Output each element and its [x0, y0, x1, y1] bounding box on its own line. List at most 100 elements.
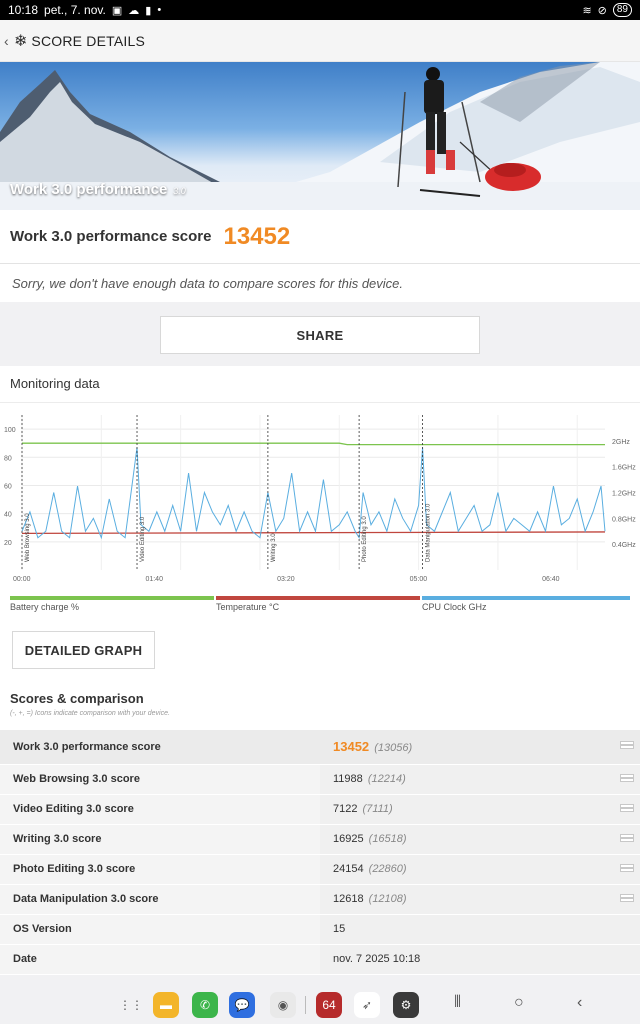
- legend-temperature: Temperature °C: [216, 596, 420, 616]
- legend-cpu: CPU Clock GHz: [422, 596, 630, 616]
- home-icon[interactable]: ○: [514, 994, 524, 1011]
- back-icon[interactable]: ‹: [4, 32, 9, 49]
- score-row-value-cell: 11988 (12214): [320, 764, 600, 795]
- score-row-value: 13452: [333, 739, 370, 755]
- navigation-bar: ⦀ ○ ‹ ⋮⋮ ▬ ✆ 💬 ◉ 64 ➶ ⚙: [0, 984, 640, 1024]
- score-row-value-cell: 15: [320, 914, 600, 945]
- score-row: Data Manipulation 3.0 score 12618 (12108): [0, 884, 640, 915]
- dot-icon: •: [157, 4, 162, 16]
- y-left-tick: 80: [4, 455, 12, 462]
- monitoring-chart[interactable]: 100 80 60 40 20 2GHz 1.6GHz 1.2GHz 0.8GHz 0.4GHz 0…: [0, 410, 640, 590]
- scores-title: Scores & comparison: [10, 691, 144, 706]
- x-tick: 05:00: [410, 576, 428, 583]
- score-row-value-cell: 7122 (7111): [320, 794, 600, 825]
- legend-cpu-swatch: [422, 596, 630, 600]
- score-row: Video Editing 3.0 score 7122 (7111): [0, 794, 640, 825]
- dnd-icon: ⊘: [597, 4, 607, 17]
- menu-icon[interactable]: [620, 740, 633, 750]
- score-row-label: OS Version: [0, 914, 320, 945]
- score-row: Work 3.0 performance score 13452 (13056): [0, 730, 640, 765]
- detailed-graph-button[interactable]: DETAILED GRAPH: [12, 631, 155, 669]
- score-row-menu-cell: [600, 794, 640, 825]
- screenshot-icon: ▣: [111, 4, 123, 17]
- messages-app-icon[interactable]: 💬: [229, 992, 255, 1018]
- series-line-cpu: [21, 447, 606, 540]
- hero-banner: Work 3.0 performance 3.0: [0, 62, 640, 210]
- y-left-tick: 20: [4, 540, 12, 547]
- score-row-label: Date: [0, 944, 320, 975]
- score-row-value-cell: 12618 (12108): [320, 884, 600, 915]
- score-row-label: Writing 3.0 score: [0, 824, 320, 855]
- score-row-label: Work 3.0 performance score: [0, 730, 320, 765]
- phone-app-icon[interactable]: ✆: [192, 992, 218, 1018]
- score-row-compare: (12214): [367, 773, 406, 785]
- scores-note: (-, +, =) Icons indicate comparison with…: [10, 710, 170, 717]
- scores-table: Work 3.0 performance score 13452 (13056) W…: [0, 730, 640, 975]
- compare-notice: Sorry, we don't have enough data to comp…: [0, 264, 640, 302]
- battery-icon: 89: [612, 3, 632, 17]
- score-summary: Work 3.0 performance score 13452: [0, 210, 640, 264]
- score-row-value-cell: 16925 (16518): [320, 824, 600, 855]
- wifi-icon: ≋: [582, 4, 592, 17]
- menu-icon[interactable]: [620, 893, 633, 903]
- menu-icon[interactable]: [620, 773, 633, 783]
- section-marker-label: Web Browsing 3.0: [25, 513, 31, 562]
- y-right-tick: 2GHz: [612, 439, 630, 446]
- score-row-value: 15: [333, 923, 346, 935]
- score-row-value-cell: 24154 (22860): [320, 854, 600, 885]
- legend-battery-swatch: [10, 596, 214, 600]
- score-row-value: 12618: [333, 893, 364, 905]
- series-line-temperature: [22, 531, 606, 535]
- cloud-icon: ☁: [128, 4, 140, 17]
- camera-app-icon[interactable]: ◉: [270, 992, 296, 1018]
- status-bar: 10:18 pet., 7. nov. ▣ ☁ ▮ • ≋ ⊘ 89: [0, 0, 640, 20]
- score-row-value: 16925: [333, 833, 364, 845]
- score-row-menu-cell: [600, 944, 640, 975]
- y-right-tick: 0.4GHz: [612, 542, 636, 549]
- notification-icon: ▮: [145, 4, 152, 17]
- antutu-app-icon[interactable]: 64: [316, 992, 342, 1018]
- legend-battery: Battery charge %: [10, 596, 214, 616]
- divider: [0, 402, 640, 403]
- score-row-compare: (7111): [362, 803, 393, 815]
- monitoring-section: Monitoring data 100 80 60 40 20 2GHz 1.6GHz 1.2…: [0, 366, 640, 730]
- monitoring-title: Monitoring data: [10, 376, 100, 391]
- pcmark-logo-icon: ❄: [14, 32, 28, 50]
- page-title: SCORE DETAILS: [31, 32, 145, 49]
- score-row-menu-cell: [600, 854, 640, 885]
- y-right-tick: 0.8GHz: [612, 516, 636, 523]
- section-marker-label: Video Editing 3.0: [140, 516, 146, 562]
- y-right-tick: 1.6GHz: [612, 465, 636, 472]
- score-row-compare: (12108): [368, 893, 407, 905]
- apps-grid-icon[interactable]: ⋮⋮: [118, 992, 144, 1018]
- score-row-menu-cell: [600, 884, 640, 915]
- files-app-icon[interactable]: ▬: [153, 992, 179, 1018]
- status-date: pet., 7. nov.: [44, 3, 106, 17]
- score-row-value: 11988: [333, 773, 363, 785]
- score-row-value: nov. 7 2025 10:18: [333, 953, 421, 965]
- score-row-label: Web Browsing 3.0 score: [0, 764, 320, 795]
- menu-icon[interactable]: [620, 833, 633, 843]
- hero-image: [0, 62, 640, 210]
- x-tick: 03:20: [277, 576, 295, 583]
- score-row-label: Data Manipulation 3.0 score: [0, 884, 320, 915]
- score-row-label: Video Editing 3.0 score: [0, 794, 320, 825]
- back-nav-icon[interactable]: ‹: [577, 994, 583, 1011]
- section-marker-label: Data Manipulation 3.0: [426, 503, 432, 562]
- y-right-tick: 1.2GHz: [612, 491, 636, 498]
- app-bar: ‹ ❄ SCORE DETAILS: [0, 20, 640, 62]
- share-button[interactable]: SHARE: [160, 316, 480, 354]
- score-row-value-cell: 13452 (13056): [320, 730, 600, 765]
- menu-icon[interactable]: [620, 863, 633, 873]
- score-row-label: Photo Editing 3.0 score: [0, 854, 320, 885]
- menu-icon[interactable]: [620, 803, 633, 813]
- score-row-compare: (22860): [368, 863, 407, 875]
- score-row: Photo Editing 3.0 score 24154 (22860): [0, 854, 640, 885]
- swift-app-icon[interactable]: ➶: [354, 992, 380, 1018]
- score-row-menu-cell: [600, 764, 640, 795]
- score-row-menu-cell: [600, 730, 640, 765]
- score-row: Web Browsing 3.0 score 11988 (12214): [0, 764, 640, 795]
- x-tick: 06:40: [542, 576, 560, 583]
- settings-app-icon[interactable]: ⚙: [393, 992, 419, 1018]
- recent-apps-icon[interactable]: ⦀: [454, 994, 462, 1011]
